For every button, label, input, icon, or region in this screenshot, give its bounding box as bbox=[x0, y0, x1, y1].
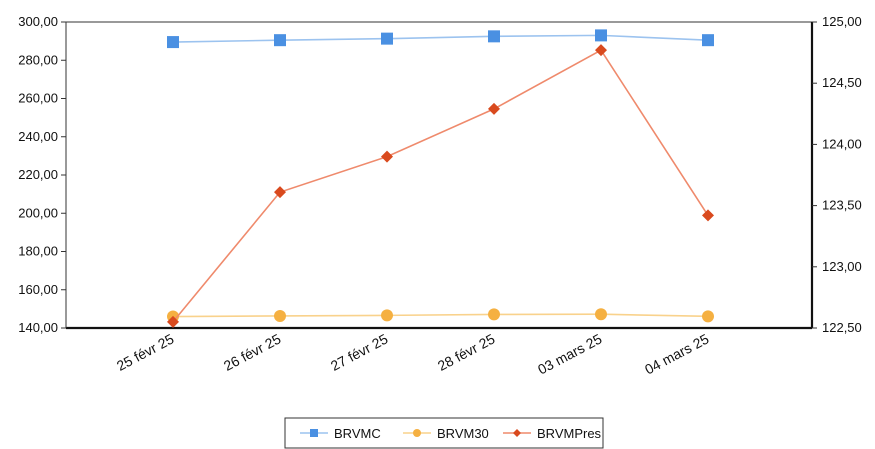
left-axis-tick-label: 220,00 bbox=[18, 167, 58, 182]
left-axis-tick-label: 160,00 bbox=[18, 282, 58, 297]
left-axis-tick-label: 200,00 bbox=[18, 205, 58, 220]
left-axis-tick-label: 300,00 bbox=[18, 14, 58, 29]
point-brvmpres bbox=[381, 150, 393, 163]
point-brvmc bbox=[167, 36, 179, 49]
point-brvmpres bbox=[702, 209, 714, 222]
legend-marker-brvmc bbox=[310, 429, 318, 437]
point-brvm30 bbox=[595, 308, 607, 321]
point-brvmc bbox=[702, 34, 714, 47]
point-brvmc bbox=[381, 32, 393, 45]
legend-marker-brvmpres bbox=[513, 429, 521, 437]
point-brvm30 bbox=[381, 309, 393, 322]
point-brvmc bbox=[274, 34, 286, 47]
left-axis-tick-label: 280,00 bbox=[18, 52, 58, 67]
x-axis-tick-label: 25 févr 25 bbox=[114, 330, 177, 373]
right-axis-tick-label: 122,50 bbox=[822, 320, 862, 335]
x-axis-tick-label: 27 févr 25 bbox=[328, 330, 391, 373]
plot-area-frame bbox=[65, 21, 813, 329]
point-brvmpres bbox=[167, 315, 179, 328]
x-axis-tick-label: 03 mars 25 bbox=[535, 330, 605, 377]
point-brvmc bbox=[488, 30, 500, 43]
series-line-brvmc bbox=[172, 34, 709, 43]
right-axis-tick-label: 123,50 bbox=[822, 198, 862, 213]
point-brvmc bbox=[595, 29, 607, 42]
left-axis-tick-label: 140,00 bbox=[18, 320, 58, 335]
right-axis-tick-label: 123,00 bbox=[822, 259, 862, 274]
legend-label-brvmpres: BRVMPres bbox=[537, 426, 602, 441]
legend-label-brvmc: BRVMC bbox=[334, 426, 381, 441]
right-axis-tick-label: 124,50 bbox=[822, 75, 862, 90]
series-line-brvmpres bbox=[172, 49, 709, 323]
point-brvm30 bbox=[488, 308, 500, 321]
x-axis-tick-label: 04 mars 25 bbox=[642, 330, 712, 377]
point-brvmpres bbox=[488, 102, 500, 115]
point-brvm30 bbox=[274, 309, 286, 322]
left-axis-tick-label: 260,00 bbox=[18, 91, 58, 106]
left-axis-tick-label: 180,00 bbox=[18, 244, 58, 259]
point-brvmpres bbox=[274, 186, 286, 199]
right-axis-tick-label: 124,00 bbox=[822, 136, 862, 151]
right-axis-tick-label: 125,00 bbox=[822, 14, 862, 29]
point-brvmpres bbox=[595, 44, 607, 57]
legend-label-brvm30: BRVM30 bbox=[437, 426, 489, 441]
point-brvm30 bbox=[702, 310, 714, 323]
left-axis-tick-label: 240,00 bbox=[18, 129, 58, 144]
legend-box bbox=[284, 417, 604, 449]
x-axis-tick-label: 26 févr 25 bbox=[221, 330, 284, 373]
x-axis-tick-label: 28 févr 25 bbox=[435, 330, 498, 373]
legend: BRVMC BRVM30 BRVMPres bbox=[284, 417, 604, 449]
series-line-brvm30 bbox=[172, 313, 709, 318]
legend-marker-brvm30 bbox=[413, 429, 421, 437]
